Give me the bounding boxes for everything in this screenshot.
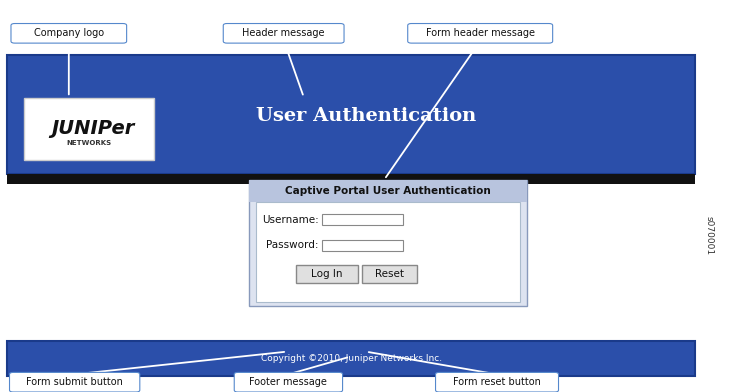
- FancyBboxPatch shape: [234, 372, 343, 392]
- Text: User Authentication: User Authentication: [256, 107, 476, 125]
- Text: Form header message: Form header message: [426, 28, 534, 38]
- Text: Reset: Reset: [375, 269, 404, 279]
- Text: Company logo: Company logo: [34, 28, 104, 38]
- Text: Footer message: Footer message: [250, 377, 327, 387]
- FancyBboxPatch shape: [362, 265, 417, 283]
- Text: Password:: Password:: [266, 240, 318, 250]
- FancyBboxPatch shape: [24, 98, 154, 160]
- FancyBboxPatch shape: [7, 341, 695, 376]
- Text: JUNIPer: JUNIPer: [51, 119, 135, 138]
- Text: Captive Portal User Authentication: Captive Portal User Authentication: [285, 186, 491, 196]
- FancyBboxPatch shape: [256, 202, 520, 302]
- FancyBboxPatch shape: [223, 24, 344, 43]
- Text: NETWORKS: NETWORKS: [67, 140, 112, 146]
- Text: Form submit button: Form submit button: [26, 377, 123, 387]
- FancyBboxPatch shape: [10, 372, 140, 392]
- FancyBboxPatch shape: [322, 240, 403, 251]
- Text: Log In: Log In: [311, 269, 343, 279]
- FancyBboxPatch shape: [322, 214, 403, 225]
- FancyBboxPatch shape: [11, 24, 127, 43]
- FancyBboxPatch shape: [249, 180, 527, 202]
- FancyBboxPatch shape: [7, 55, 695, 174]
- Text: Username:: Username:: [261, 214, 318, 225]
- FancyBboxPatch shape: [7, 174, 695, 184]
- FancyBboxPatch shape: [408, 24, 553, 43]
- Text: Form reset button: Form reset button: [453, 377, 541, 387]
- Text: Header message: Header message: [242, 28, 325, 38]
- Text: Copyright ©2010, Juniper Networks Inc.: Copyright ©2010, Juniper Networks Inc.: [261, 354, 442, 363]
- FancyBboxPatch shape: [436, 372, 559, 392]
- Text: s070001: s070001: [704, 216, 713, 255]
- FancyBboxPatch shape: [249, 180, 527, 306]
- FancyBboxPatch shape: [296, 265, 358, 283]
